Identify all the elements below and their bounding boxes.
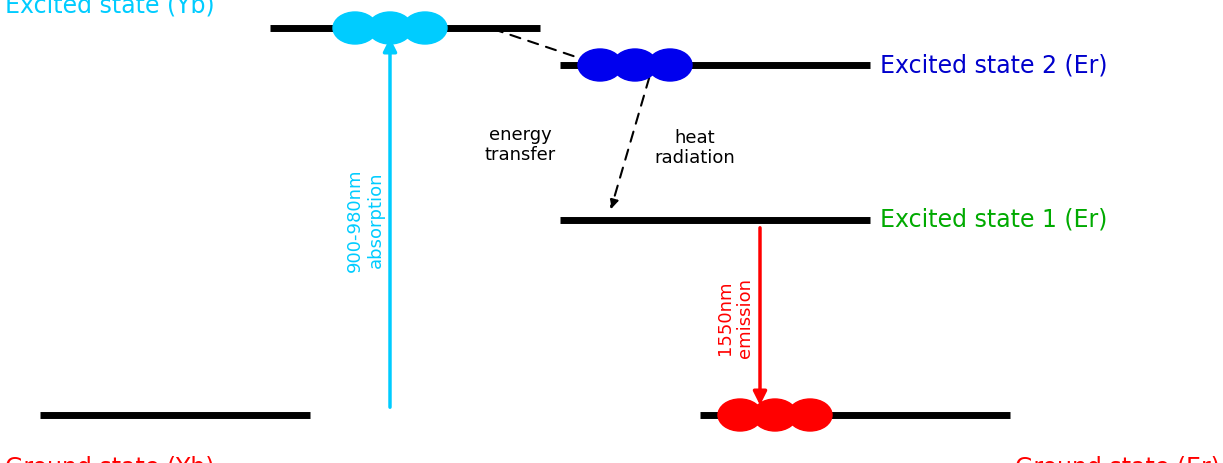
Text: Ground state (Yb): Ground state (Yb)	[5, 455, 214, 463]
Text: Excited state 2 (Er): Excited state 2 (Er)	[881, 53, 1108, 77]
Text: Ground state (Er): Ground state (Er)	[1015, 455, 1219, 463]
Ellipse shape	[368, 12, 412, 44]
Text: Excited state 1 (Er): Excited state 1 (Er)	[881, 208, 1107, 232]
Text: heat
radiation: heat radiation	[654, 129, 735, 168]
Ellipse shape	[333, 12, 377, 44]
Text: 900-980nm
absorption: 900-980nm absorption	[346, 168, 384, 272]
Ellipse shape	[613, 49, 657, 81]
Ellipse shape	[718, 399, 762, 431]
Ellipse shape	[753, 399, 797, 431]
Ellipse shape	[404, 12, 446, 44]
Ellipse shape	[788, 399, 832, 431]
Ellipse shape	[648, 49, 692, 81]
Text: 1550nm
emission: 1550nm emission	[715, 278, 755, 358]
Ellipse shape	[578, 49, 623, 81]
Text: energy
transfer: energy transfer	[484, 125, 555, 164]
Text: Excited state (Yb): Excited state (Yb)	[5, 0, 214, 18]
